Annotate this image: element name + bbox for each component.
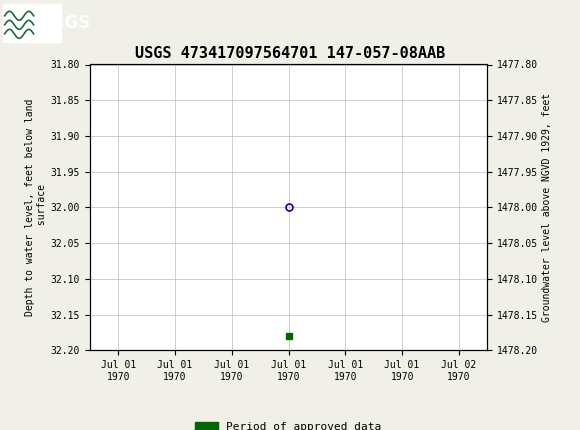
- Legend: Period of approved data: Period of approved data: [191, 418, 386, 430]
- Bar: [3, 3, 61, 42]
- Text: USGS: USGS: [39, 14, 90, 31]
- Text: USGS 473417097564701 147-057-08AAB: USGS 473417097564701 147-057-08AAB: [135, 46, 445, 61]
- Y-axis label: Groundwater level above NGVD 1929, feet: Groundwater level above NGVD 1929, feet: [542, 93, 552, 322]
- Y-axis label: Depth to water level, feet below land
 surface: Depth to water level, feet below land su…: [25, 99, 46, 316]
